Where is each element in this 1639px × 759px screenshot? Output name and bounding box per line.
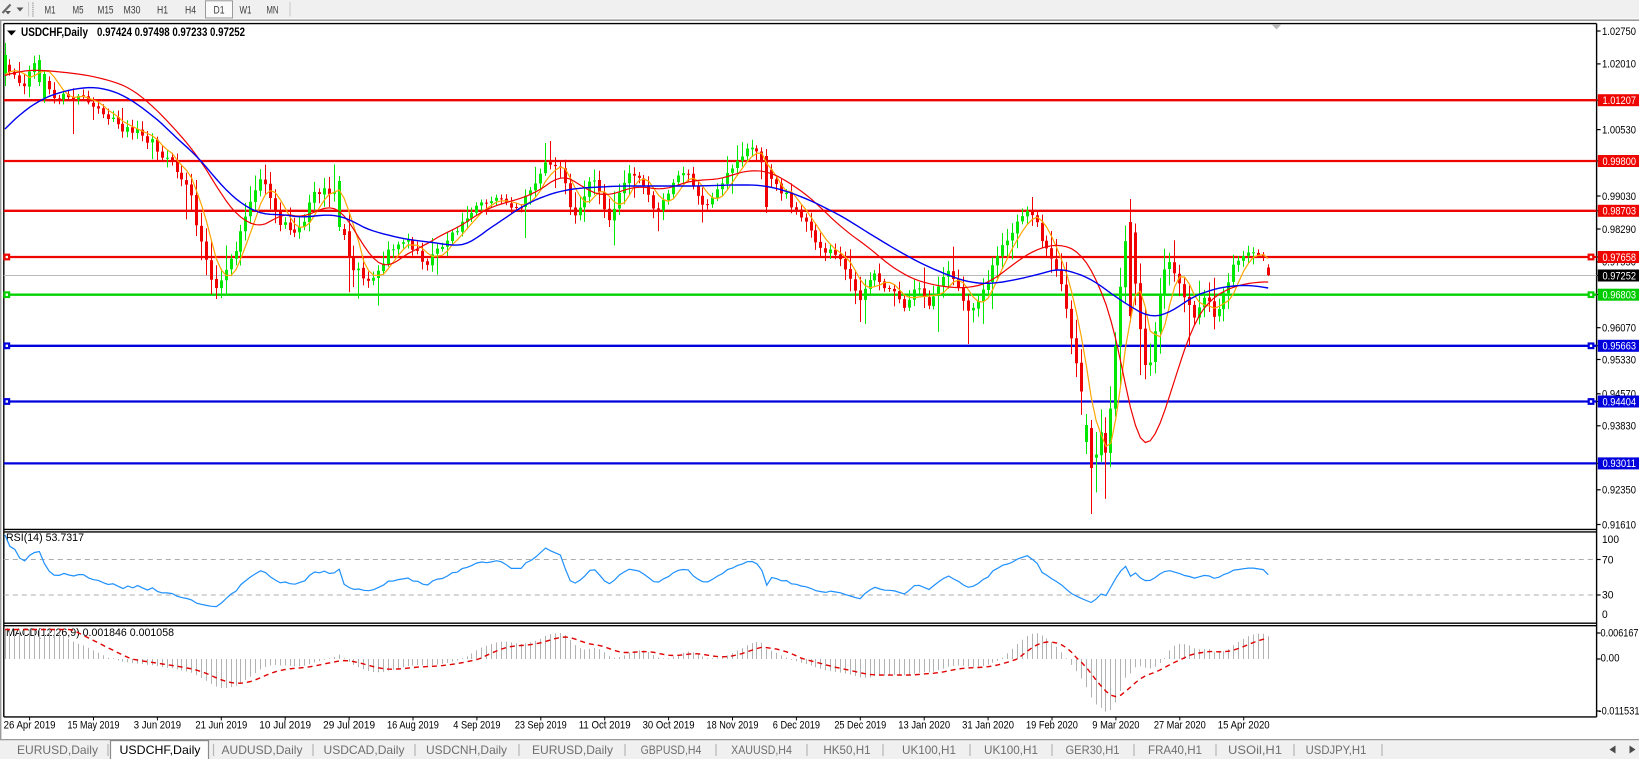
svg-text:0.95663: 0.95663 bbox=[1603, 341, 1637, 353]
svg-text:0.97424 0.97498 0.97233 0.9725: 0.97424 0.97498 0.97233 0.97252 bbox=[97, 27, 245, 39]
svg-text:0.006167: 0.006167 bbox=[1601, 627, 1639, 639]
svg-text:70: 70 bbox=[1602, 555, 1614, 567]
svg-text:29 Jul 2019: 29 Jul 2019 bbox=[323, 720, 375, 732]
svg-text:26 Apr 2019: 26 Apr 2019 bbox=[4, 720, 56, 732]
svg-text:10 Jul 2019: 10 Jul 2019 bbox=[259, 720, 311, 732]
svg-text:27 Mar 2020: 27 Mar 2020 bbox=[1154, 720, 1206, 732]
svg-text:XAUUSD,H4: XAUUSD,H4 bbox=[731, 743, 792, 757]
svg-text:AUDUSD,Daily: AUDUSD,Daily bbox=[222, 743, 303, 757]
svg-text:-0.011531: -0.011531 bbox=[1599, 706, 1639, 718]
svg-text:D1: D1 bbox=[214, 4, 225, 16]
svg-text:0.91610: 0.91610 bbox=[1602, 519, 1636, 531]
svg-text:M15: M15 bbox=[98, 4, 114, 16]
svg-text:UK100,H1: UK100,H1 bbox=[984, 743, 1038, 757]
svg-text:M1: M1 bbox=[45, 4, 56, 16]
svg-text:EURUSD,Daily: EURUSD,Daily bbox=[17, 743, 98, 757]
svg-text:13 Jan 2020: 13 Jan 2020 bbox=[898, 720, 950, 732]
svg-text:0.99030: 0.99030 bbox=[1602, 191, 1636, 203]
svg-text:0.98703: 0.98703 bbox=[1603, 206, 1637, 218]
svg-text:23 Sep 2019: 23 Sep 2019 bbox=[515, 720, 567, 732]
svg-text:25 Dec 2019: 25 Dec 2019 bbox=[834, 720, 886, 732]
svg-text:W1: W1 bbox=[240, 4, 252, 16]
svg-text:0.93830: 0.93830 bbox=[1602, 421, 1636, 433]
svg-text:1.02750: 1.02750 bbox=[1602, 26, 1636, 38]
svg-text:GBPUSD,H4: GBPUSD,H4 bbox=[641, 743, 702, 757]
svg-text:USDCHF,Daily: USDCHF,Daily bbox=[21, 27, 89, 39]
svg-text:30: 30 bbox=[1602, 590, 1614, 602]
svg-text:0.93011: 0.93011 bbox=[1603, 458, 1637, 470]
svg-text:MN: MN bbox=[267, 4, 279, 16]
svg-text:18 Nov 2019: 18 Nov 2019 bbox=[707, 720, 759, 732]
svg-text:0.97658: 0.97658 bbox=[1603, 252, 1637, 264]
svg-text:1.00530: 1.00530 bbox=[1602, 124, 1636, 136]
svg-text:19 Feb 2020: 19 Feb 2020 bbox=[1026, 720, 1078, 732]
svg-text:0: 0 bbox=[1602, 609, 1608, 621]
svg-text:USDCHF,Daily: USDCHF,Daily bbox=[120, 743, 201, 757]
svg-text:0.96803: 0.96803 bbox=[1603, 290, 1637, 302]
svg-text:1.01207: 1.01207 bbox=[1603, 95, 1637, 107]
svg-text:USDCAD,Daily: USDCAD,Daily bbox=[324, 743, 405, 757]
svg-text:21 Jun 2019: 21 Jun 2019 bbox=[195, 720, 247, 732]
svg-text:0.00: 0.00 bbox=[1601, 653, 1620, 665]
svg-text:100: 100 bbox=[1602, 534, 1619, 546]
svg-text:0.94404: 0.94404 bbox=[1603, 396, 1637, 408]
svg-text:H4: H4 bbox=[185, 4, 196, 16]
svg-text:RSI(14) 53.7317: RSI(14) 53.7317 bbox=[6, 532, 84, 544]
svg-text:USOil,H1: USOil,H1 bbox=[1228, 743, 1282, 757]
svg-text:MACD(12,26,9) 0.001846 0.00105: MACD(12,26,9) 0.001846 0.001058 bbox=[6, 627, 174, 639]
svg-text:GER30,H1: GER30,H1 bbox=[1066, 743, 1120, 757]
svg-text:USDCNH,Daily: USDCNH,Daily bbox=[426, 743, 507, 757]
svg-text:6 Dec 2019: 6 Dec 2019 bbox=[773, 720, 820, 732]
svg-text:M30: M30 bbox=[124, 4, 141, 16]
svg-text:3 Jun 2019: 3 Jun 2019 bbox=[134, 720, 181, 732]
svg-text:0.97252: 0.97252 bbox=[1603, 270, 1637, 282]
svg-text:USDJPY,H1: USDJPY,H1 bbox=[1306, 743, 1367, 757]
svg-text:16 Aug 2019: 16 Aug 2019 bbox=[387, 720, 439, 732]
svg-text:0.96070: 0.96070 bbox=[1602, 323, 1636, 335]
svg-text:15 Apr 2020: 15 Apr 2020 bbox=[1218, 720, 1270, 732]
svg-text:31 Jan 2020: 31 Jan 2020 bbox=[962, 720, 1014, 732]
svg-text:FRA40,H1: FRA40,H1 bbox=[1148, 743, 1202, 757]
svg-text:11 Oct 2019: 11 Oct 2019 bbox=[579, 720, 631, 732]
svg-text:EURUSD,Daily: EURUSD,Daily bbox=[532, 743, 613, 757]
svg-text:0.92350: 0.92350 bbox=[1602, 485, 1636, 497]
svg-text:0.99800: 0.99800 bbox=[1603, 156, 1637, 168]
svg-text:15 May 2019: 15 May 2019 bbox=[68, 720, 120, 732]
svg-text:UK100,H1: UK100,H1 bbox=[902, 743, 956, 757]
svg-text:1.02010: 1.02010 bbox=[1602, 59, 1636, 71]
svg-text:9 Mar 2020: 9 Mar 2020 bbox=[1092, 720, 1139, 732]
svg-text:0.95330: 0.95330 bbox=[1602, 354, 1636, 366]
svg-text:4 Sep 2019: 4 Sep 2019 bbox=[453, 720, 500, 732]
svg-text:HK50,H1: HK50,H1 bbox=[823, 743, 871, 757]
svg-text:0.98290: 0.98290 bbox=[1602, 224, 1636, 236]
svg-text:H1: H1 bbox=[157, 4, 168, 16]
svg-text:30 Oct 2019: 30 Oct 2019 bbox=[643, 720, 695, 732]
svg-text:M5: M5 bbox=[73, 4, 84, 16]
